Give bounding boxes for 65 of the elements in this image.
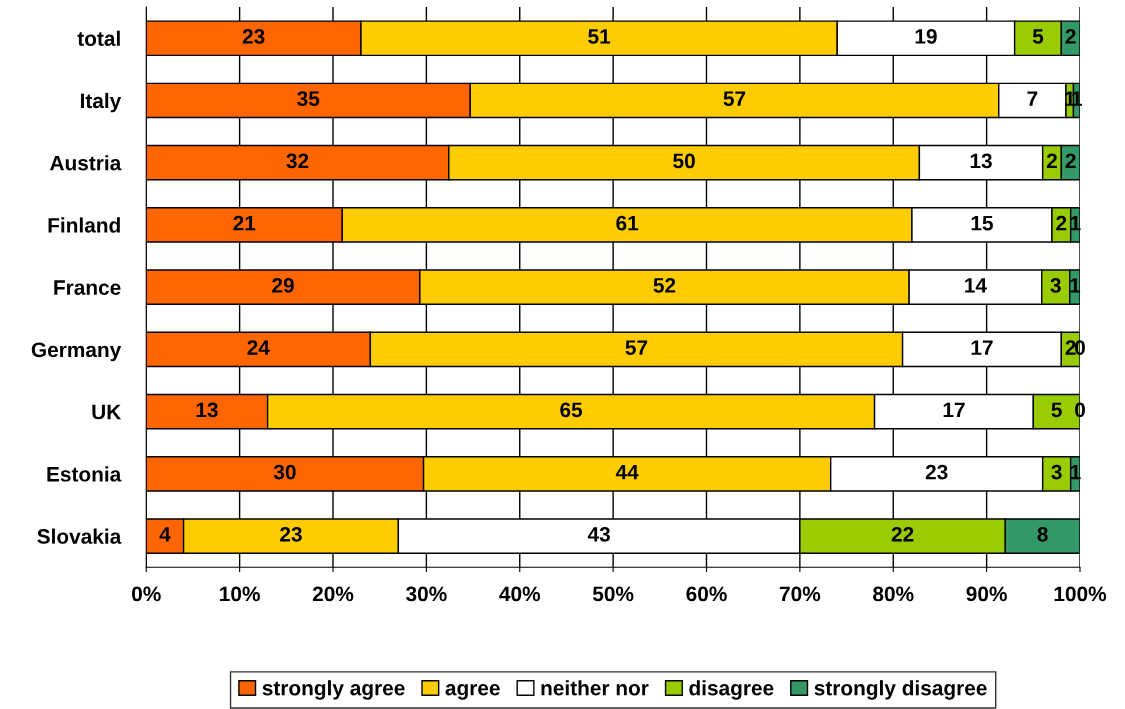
y-tick-label: Estonia <box>47 466 122 482</box>
data-label: 14 <box>965 278 987 293</box>
data-label: 23 <box>242 29 265 44</box>
data-label: 2 <box>1056 215 1067 231</box>
data-label: 15 <box>971 215 993 231</box>
x-tick-label: 70% <box>779 586 821 602</box>
data-label: 13 <box>970 153 992 169</box>
data-label: 61 <box>616 215 639 231</box>
data-label: 8 <box>1037 526 1048 542</box>
data-label: 17 <box>971 340 993 355</box>
data-label: 2 <box>1065 340 1076 355</box>
data-label: 51 <box>588 29 611 44</box>
y-tick-label: Slovakia <box>37 528 122 544</box>
data-label: 57 <box>625 340 648 355</box>
x-tick-label: 40% <box>499 586 541 602</box>
data-label: 29 <box>272 277 294 293</box>
data-label: 5 <box>1032 29 1044 44</box>
y-tick-label: Italy <box>80 92 122 113</box>
data-label: 5 <box>1051 402 1062 418</box>
data-label: 32 <box>286 153 309 169</box>
data-label: 50 <box>673 153 695 169</box>
data-label: 24 <box>247 340 270 355</box>
data-label: 17 <box>943 402 965 417</box>
data-label: 2 <box>1065 29 1076 44</box>
x-tick-label: 50% <box>592 586 634 602</box>
data-label: 3 <box>1050 277 1061 293</box>
data-label: 2 <box>1065 153 1076 169</box>
data-label: 7 <box>1027 91 1038 106</box>
legend-label: agree <box>445 684 500 700</box>
data-label: 35 <box>297 91 320 107</box>
data-label: 43 <box>587 526 610 542</box>
data-label: 2 <box>1046 153 1057 169</box>
data-label: 44 <box>615 464 639 480</box>
x-tick-label: 90% <box>966 586 1007 602</box>
y-tick-label: Austria <box>49 155 122 171</box>
data-label: 52 <box>653 277 676 293</box>
data-label: 21 <box>233 215 256 231</box>
legend-label: strongly agree <box>262 680 405 700</box>
y-tick-label: France <box>54 280 121 295</box>
y-tick-label: UK <box>92 404 122 420</box>
x-tick-label: 80% <box>873 586 914 602</box>
data-label: 0 <box>1075 340 1085 355</box>
x-tick-label: 0% <box>132 586 161 602</box>
x-tick-label: 20% <box>312 586 354 602</box>
data-label: 30 <box>273 464 296 480</box>
y-tick-label: Germany <box>31 342 122 362</box>
data-label: 3 <box>1051 464 1062 480</box>
x-tick-label: 30% <box>406 586 447 602</box>
data-label: 0 <box>1075 402 1085 418</box>
data-label: 23 <box>280 526 302 542</box>
data-label: 23 <box>925 464 948 480</box>
x-tick-label: 10% <box>220 586 260 602</box>
data-label: 4 <box>159 527 171 542</box>
x-tick-label: 60% <box>686 586 727 602</box>
data-label: 13 <box>196 402 218 418</box>
y-tick-label: total <box>77 30 120 46</box>
data-label: 19 <box>915 29 937 44</box>
legend-label: neither nor <box>541 680 649 696</box>
y-tick-label: Finland <box>48 217 120 233</box>
data-label: 57 <box>723 91 746 107</box>
data-label: 65 <box>560 402 583 418</box>
legend-label: disagree <box>689 680 774 700</box>
legend-label: strongly disagree <box>814 680 987 700</box>
x-tick-label: 100% <box>1054 586 1107 602</box>
data-label: 22 <box>891 526 914 542</box>
